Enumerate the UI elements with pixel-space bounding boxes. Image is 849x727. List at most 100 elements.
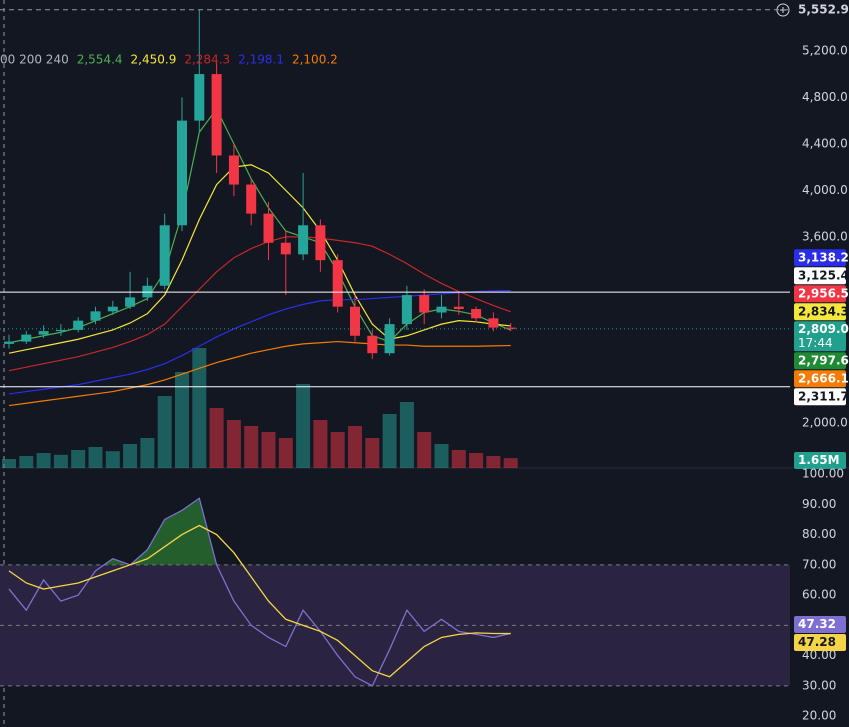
y-tick-label: 3,600.0 xyxy=(802,229,848,243)
volume-bar xyxy=(192,348,207,468)
volume-bar xyxy=(296,384,311,468)
price-badge-label: 2,666.1 xyxy=(798,371,849,385)
moving-average xyxy=(8,236,511,372)
legend-value: 2,100.2 xyxy=(292,53,338,67)
price-badge xyxy=(794,616,846,634)
volume-bar xyxy=(261,432,276,468)
rsi-line xyxy=(8,497,511,687)
candle-body xyxy=(73,320,84,330)
y-tick-label: 4,800.0 xyxy=(802,90,848,104)
candle-body xyxy=(263,213,274,243)
legend-value: 2,450.9 xyxy=(131,53,177,67)
price-badge xyxy=(794,267,846,285)
candle-body xyxy=(246,184,257,214)
y-tick-label: 4,000.0 xyxy=(802,183,848,197)
candle-body xyxy=(384,324,395,354)
candle-body xyxy=(194,74,205,121)
volume-bar xyxy=(451,450,466,468)
price-badge xyxy=(794,1,846,19)
volume-bar xyxy=(365,438,380,468)
candle-body xyxy=(505,327,516,329)
candle-body xyxy=(488,318,499,328)
price-badge-label: 2,834.3 xyxy=(798,304,849,318)
candle-body xyxy=(228,155,239,185)
y-tick-label: 100.00 xyxy=(802,467,844,481)
volume-bar xyxy=(140,438,155,468)
candle-body xyxy=(211,74,222,156)
moving-average xyxy=(8,164,511,354)
y-tick-label: 70.00 xyxy=(802,557,836,571)
volume-bar xyxy=(399,402,414,468)
volume-bar xyxy=(53,454,68,468)
price-badge-label: 47.28 xyxy=(798,635,836,649)
candle-body xyxy=(142,285,153,298)
price-badge xyxy=(794,634,846,652)
volume-bar xyxy=(209,408,224,468)
candle-body xyxy=(90,311,101,321)
volume-bar xyxy=(88,447,103,468)
price-badge-label: 2,956.5 xyxy=(798,286,849,300)
volume-bar xyxy=(244,426,259,468)
price-badge xyxy=(794,388,846,406)
volume-bar xyxy=(330,432,345,468)
volume-bar xyxy=(469,453,484,468)
volume-bar xyxy=(2,459,16,468)
y-tick-label: 4,400.0 xyxy=(802,136,848,150)
price-badge-label: 2,797.6 xyxy=(798,353,849,367)
volume-badge-label: 1.65M xyxy=(798,453,840,467)
volume-bar xyxy=(313,420,328,468)
price-badge-label: 3,125.4 xyxy=(798,268,849,282)
y-tick-label: 40.00 xyxy=(802,648,836,662)
candle-body xyxy=(298,225,309,255)
candle-body xyxy=(4,341,14,344)
candle-body xyxy=(350,306,360,336)
candle-body xyxy=(21,334,32,342)
legend-prefix: 00 200 240 xyxy=(0,53,69,67)
volume-bar xyxy=(417,432,432,468)
rsi-line xyxy=(8,524,511,678)
candle-body xyxy=(419,295,430,313)
volume-bar xyxy=(434,444,449,468)
candle-body xyxy=(107,306,118,312)
candle-body xyxy=(38,331,49,335)
y-tick-label: 5,200.0 xyxy=(802,43,848,57)
volume-bar xyxy=(382,414,397,468)
y-tick-label: 30.00 xyxy=(802,678,836,692)
candle-body xyxy=(367,335,378,354)
volume-bar xyxy=(175,372,189,468)
countdown: 17:44 xyxy=(798,336,833,350)
moving-average xyxy=(8,290,511,395)
volume-bar xyxy=(503,458,518,468)
volume-bar xyxy=(226,420,241,468)
volume-bar xyxy=(278,438,293,468)
price-badge-label: 3,138.2 xyxy=(798,250,849,264)
candle-body xyxy=(332,260,343,307)
candle-body xyxy=(401,295,412,325)
y-tick-label: 20.00 xyxy=(802,709,836,723)
volume-bar xyxy=(19,456,34,468)
volume-badge xyxy=(794,452,846,469)
volume-bar xyxy=(71,450,86,468)
y-tick-label: 90.00 xyxy=(802,497,836,511)
candle-body xyxy=(55,329,66,332)
y-tick-label: 80.00 xyxy=(802,527,836,541)
price-badge-label: 5,552.9 xyxy=(798,2,849,16)
y-tick-label: 60.00 xyxy=(802,588,836,602)
legend-value: 2,198.1 xyxy=(238,53,284,67)
price-badge-label: 47.32 xyxy=(798,617,836,631)
candle-body xyxy=(159,225,170,286)
price-badge-label: 2,809.0 xyxy=(798,322,849,336)
price-badge-label: 2,311.7 xyxy=(798,389,849,403)
candle-body xyxy=(177,120,187,226)
price-badge xyxy=(794,370,846,388)
price-badge xyxy=(794,352,846,370)
volume-bar xyxy=(123,444,138,468)
candle-body xyxy=(471,309,482,319)
candle-body xyxy=(315,225,326,261)
volume-bar xyxy=(486,456,501,468)
candle-body xyxy=(436,306,447,313)
volume-bar xyxy=(157,396,172,468)
y-tick-label: 2,000.0 xyxy=(802,415,848,429)
volume-bar xyxy=(348,426,362,468)
